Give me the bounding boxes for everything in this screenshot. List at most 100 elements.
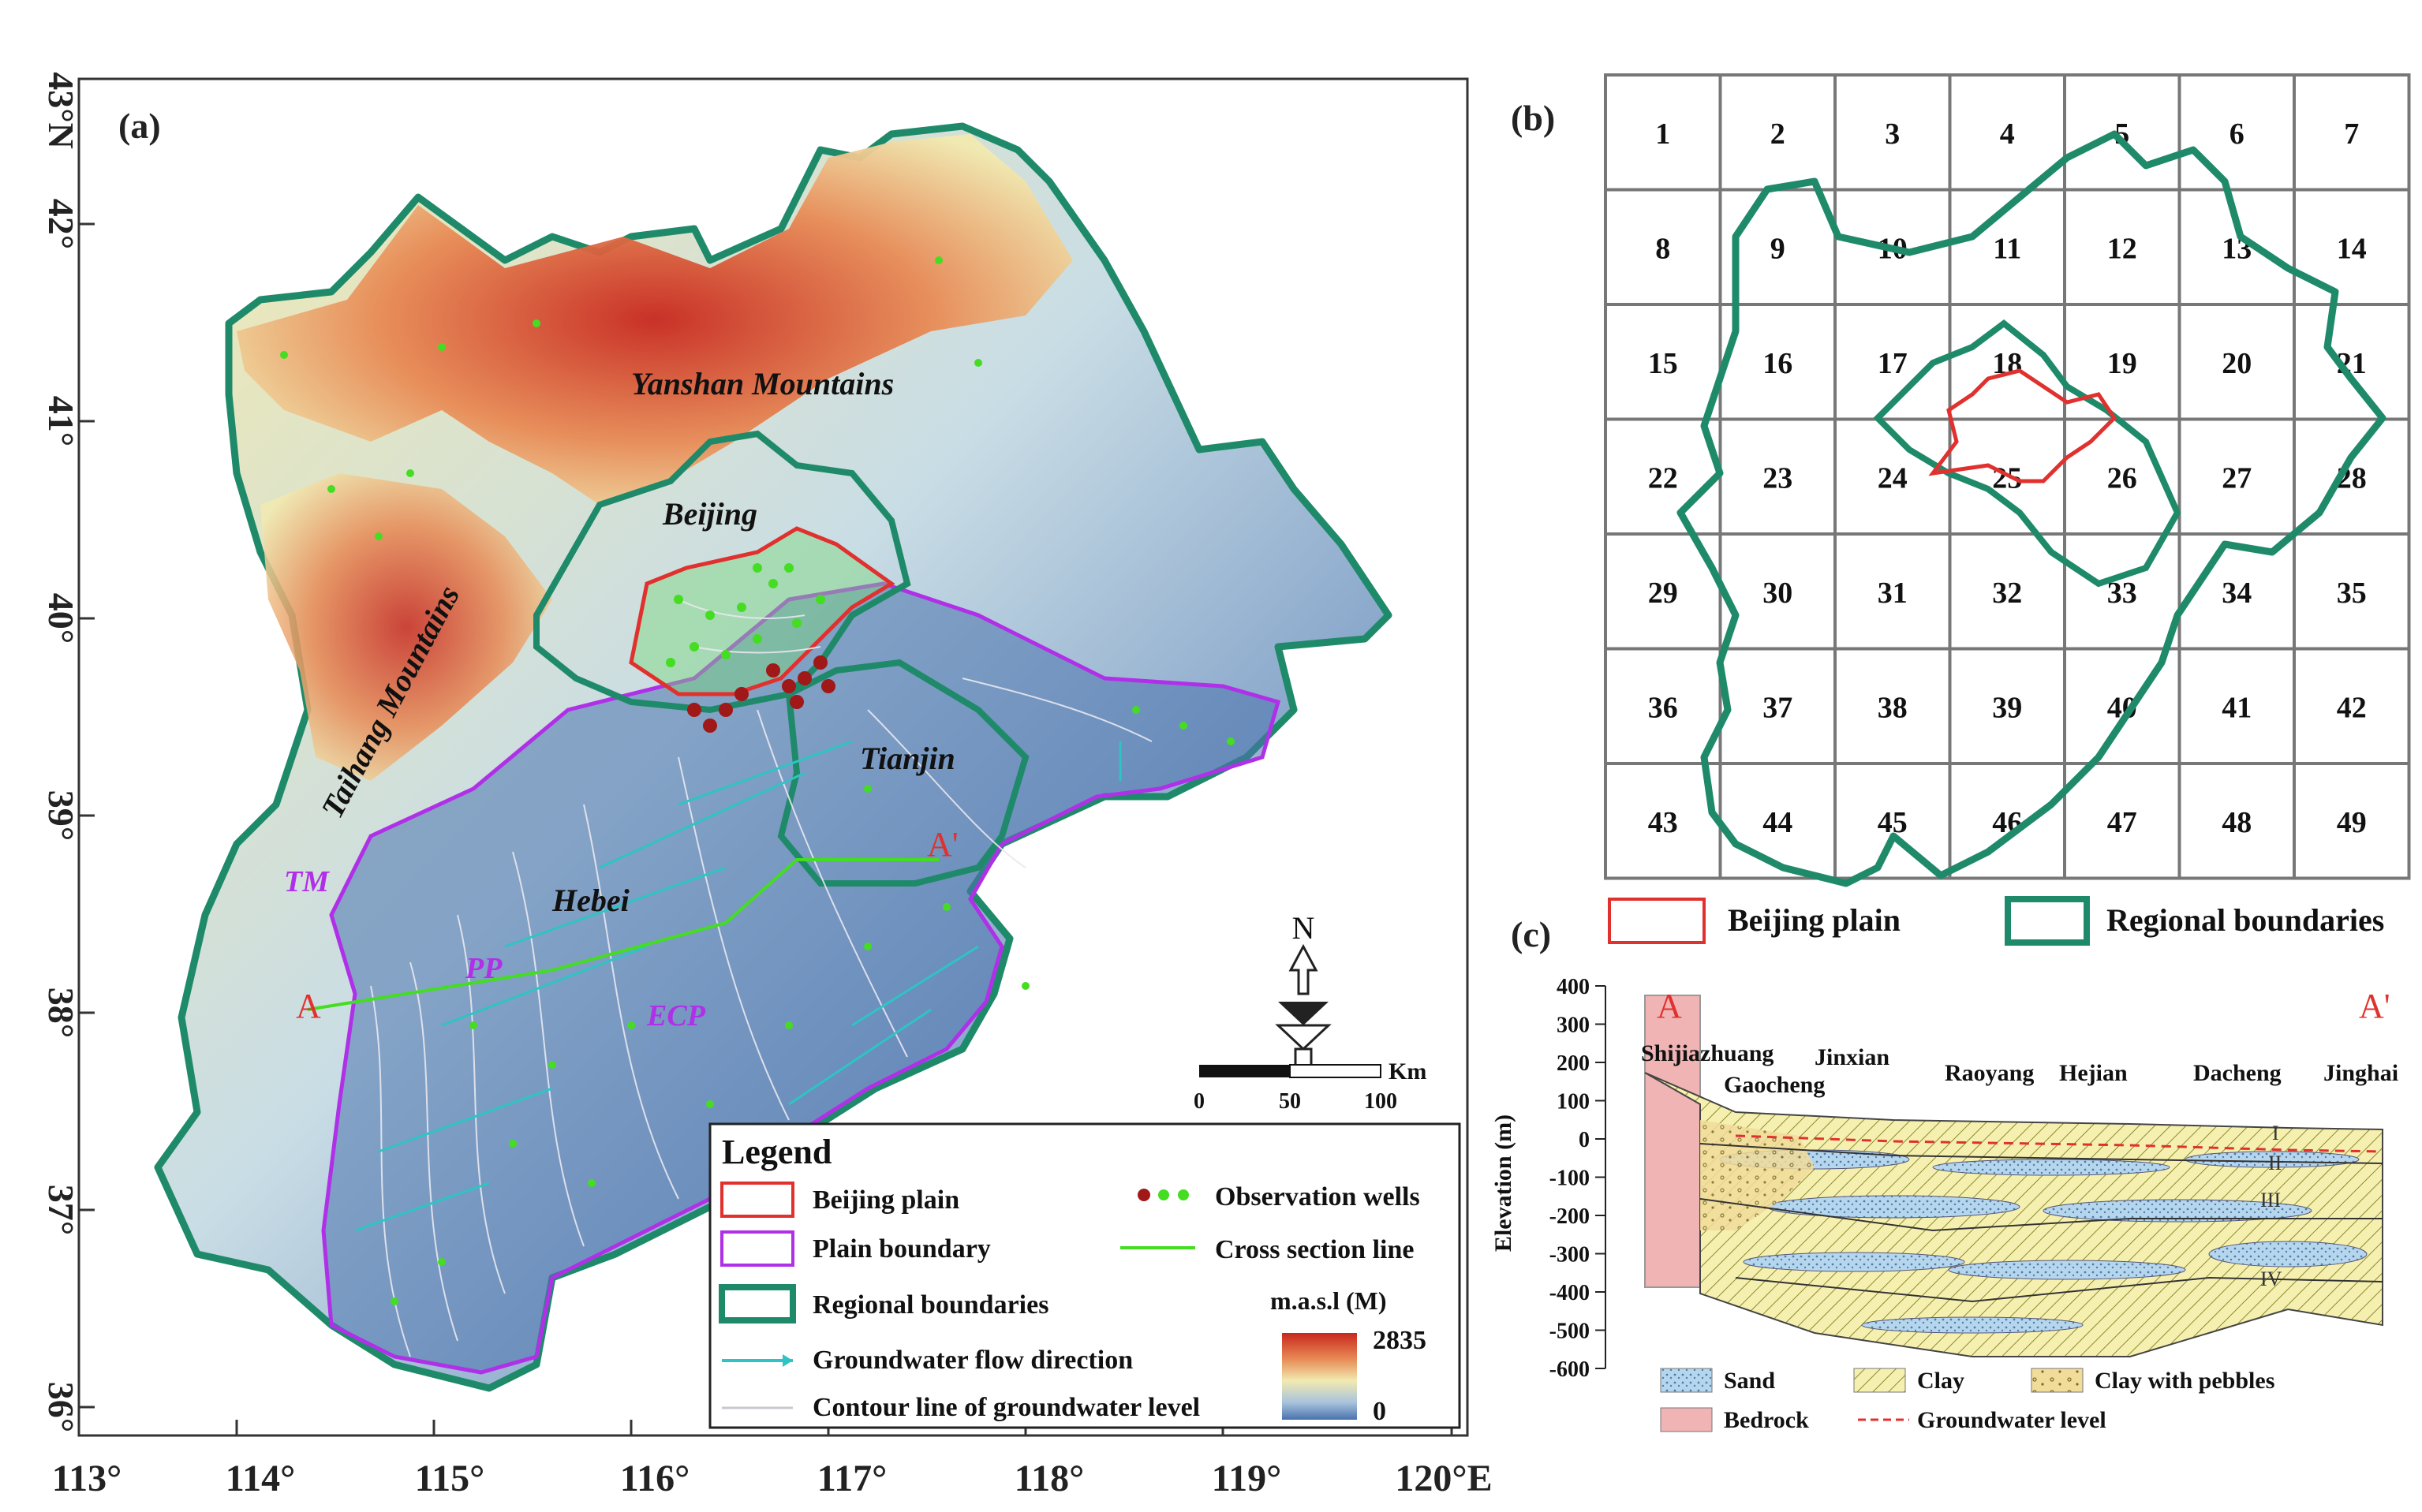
legend-well-red	[1138, 1189, 1150, 1201]
grid-cell-label: 31	[1878, 577, 1908, 610]
groundwater-flow-arrows	[354, 740, 1122, 1232]
grid-cell-label: 11	[1993, 232, 2021, 265]
elevation-max: 2835	[1373, 1326, 1426, 1355]
legend-swatch-beijing-plain	[720, 1182, 794, 1218]
grid-cell-label: 49	[2337, 806, 2367, 839]
grid-cell-label: 36	[1648, 691, 1678, 724]
y-tick-label: -100	[1549, 1167, 1590, 1191]
groundwater-level-line	[1735, 1134, 2383, 1153]
panel-c-ylabel: Elevation (m)	[1490, 1114, 1516, 1252]
grid-cell-label: 12	[2107, 232, 2137, 265]
grid-cell-label: 41	[2222, 691, 2252, 724]
panel-b-beijing-boundary	[1873, 319, 2181, 588]
panel-c-legend: Sand Clay Clay with pebbles Bedrock Grou…	[1660, 1368, 2274, 1433]
lon-label-119: 119°	[1212, 1458, 1282, 1499]
grid-cell-label: 34	[2222, 577, 2252, 610]
place-jinghai: Jinghai	[2323, 1060, 2398, 1086]
grid-cell	[1718, 303, 1837, 421]
y-tick-label: -600	[1549, 1357, 1590, 1382]
grid-cell-label: 32	[1992, 577, 2022, 610]
grid-cell-label: 15	[1648, 347, 1678, 380]
place-raoyang: Raoyang	[1945, 1060, 2034, 1086]
grid-cell-label: 8	[1655, 232, 1670, 265]
lat-label-38: 38°	[41, 987, 81, 1038]
grid-cell	[1604, 762, 1722, 880]
grid-cell-label: 30	[1762, 577, 1792, 610]
grid-cell	[2293, 762, 2411, 880]
lon-label-114: 114°	[226, 1458, 296, 1499]
lat-label-40: 40°	[41, 593, 81, 644]
label-pp: PP	[465, 952, 503, 985]
grid-cell	[2063, 532, 2181, 651]
scale-tick-100: 100	[1364, 1089, 1397, 1114]
grid-cell-label: 17	[1878, 347, 1908, 380]
legend-beijing-plain: Beijing plain	[813, 1185, 959, 1215]
grid-cell-label: 42	[2337, 691, 2367, 724]
grid-cell-label: 29	[1648, 577, 1678, 610]
legend-well-green-2	[1178, 1189, 1189, 1200]
grid-cell-label: 47	[2107, 806, 2137, 839]
label-a-end: A'	[927, 825, 959, 864]
grid-cell-label: 20	[2222, 347, 2252, 380]
grid-cell	[1833, 762, 1952, 880]
grid-cell-label: 27	[2222, 461, 2252, 495]
legend-cross: Cross section line	[1215, 1235, 1414, 1264]
y-tick-label: 0	[1579, 1128, 1590, 1152]
panel-c-y-axis: 400 300 200 100 0 -100 -200 -300 -400 -500 -600	[1549, 975, 1606, 1382]
aquifer-iv: IV	[2260, 1267, 2282, 1290]
label-yanshan: Yanshan Mountains	[631, 366, 894, 401]
grid-cell-label: 3	[1885, 118, 1900, 151]
legend-clay: Clay	[1917, 1368, 1964, 1394]
y-tick-label: -500	[1549, 1320, 1590, 1344]
beijing-plain-outline	[629, 526, 895, 696]
bedrock-block	[1644, 995, 1701, 1288]
grid-cell-label: 48	[2222, 806, 2252, 839]
lat-label-36: 36°	[41, 1382, 81, 1432]
scale-unit: Km	[1389, 1058, 1426, 1085]
panel-a: 43°N 42° 41° 40° 39° 38° 37° 36° 113° 11…	[41, 72, 1493, 1499]
legend-wells: Observation wells	[1215, 1182, 1420, 1211]
tianjin-boundary	[777, 659, 1030, 887]
panel-b-regional-boundary	[1676, 130, 2386, 887]
label-ecp: ECP	[646, 999, 706, 1032]
legend-plain-boundary: Plain boundary	[813, 1234, 991, 1264]
panel-b-legend-regional: Regional boundaries	[2106, 902, 2384, 938]
legend-gw: Groundwater level	[1917, 1407, 2106, 1433]
map-legend: Legend Beijing plain Plain boundary Regi…	[708, 1122, 1461, 1429]
legend-sand: Sand	[1724, 1368, 1775, 1394]
grid-cell-label: 7	[2344, 118, 2359, 151]
place-gaocheng: Gaocheng	[1724, 1072, 1825, 1098]
lat-label-42: 42°	[41, 199, 81, 249]
y-tick-label: -200	[1549, 1204, 1590, 1229]
grid-cell	[2177, 647, 2296, 765]
label-beijing: Beijing	[662, 496, 757, 532]
grid-cell	[1718, 188, 1837, 306]
mountain-relief-north	[237, 134, 1073, 505]
section-a-start: A	[1657, 987, 1682, 1025]
legend-flow: Groundwater flow direction	[813, 1346, 1133, 1375]
legend-regional: Regional boundaries	[813, 1290, 1048, 1320]
groundwater-contours	[370, 599, 1153, 1357]
observation-wells-green	[280, 256, 1235, 1305]
grid-cell	[2063, 762, 2181, 880]
legend-title: Legend	[722, 1133, 832, 1171]
grid-cell-label: 1	[1655, 118, 1670, 151]
grid-cell-label: 22	[1648, 461, 1678, 495]
y-tick-label: 300	[1557, 1014, 1590, 1038]
lon-label-115: 115°	[415, 1458, 485, 1499]
grid-cell	[2177, 303, 2296, 421]
legend-contour: Contour line of groundwater level	[813, 1393, 1200, 1422]
aquifer-ii: II	[2268, 1152, 2282, 1174]
grid-cell	[2177, 73, 2296, 192]
grid-cell	[1604, 417, 1722, 536]
grid-cell-label: 39	[1992, 691, 2022, 724]
panel-b-legend-swatch-regional	[2005, 896, 2090, 946]
grid-cell	[1718, 73, 1837, 192]
grid-cell	[2293, 532, 2411, 651]
lat-label-37: 37°	[41, 1185, 81, 1235]
graticule-ticks	[79, 222, 1453, 1435]
y-tick-label: 200	[1557, 1051, 1590, 1076]
